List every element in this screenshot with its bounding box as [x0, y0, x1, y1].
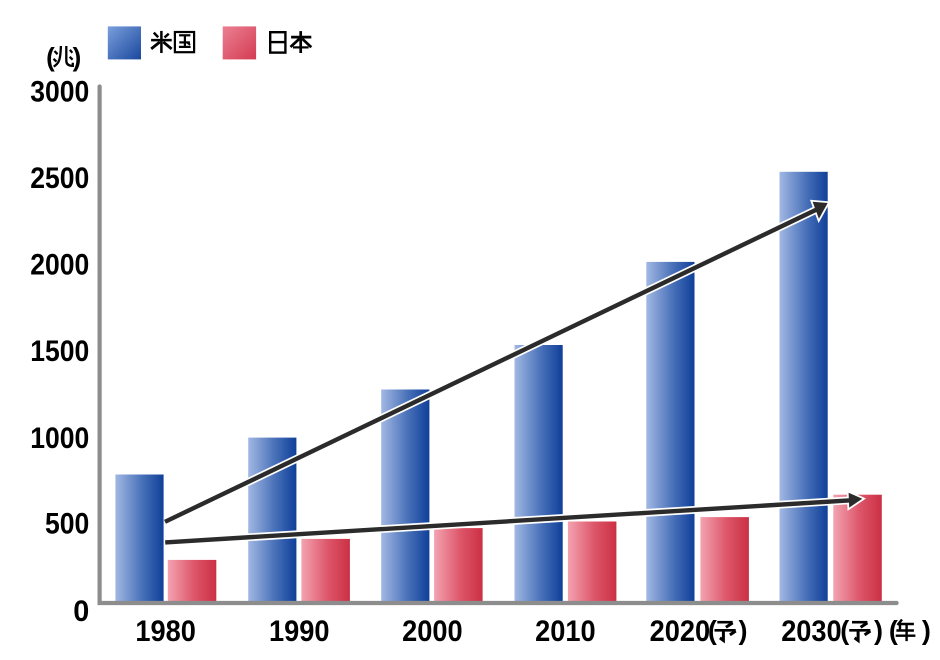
- svg-text:2000: 2000: [402, 615, 463, 648]
- svg-text:(: (: [708, 616, 717, 646]
- svg-text:1990: 1990: [269, 615, 330, 648]
- svg-text:2500: 2500: [30, 162, 89, 195]
- svg-text:(: (: [840, 616, 849, 646]
- svg-text:2030: 2030: [781, 615, 842, 648]
- svg-text:): ): [922, 616, 931, 646]
- svg-text:500: 500: [45, 507, 89, 540]
- svg-text:(: (: [46, 42, 55, 72]
- svg-text:2020: 2020: [650, 615, 711, 648]
- svg-text:2010: 2010: [535, 615, 596, 648]
- svg-text:3000: 3000: [30, 75, 89, 108]
- svg-text:0: 0: [73, 595, 89, 628]
- svg-text:2000: 2000: [30, 249, 89, 282]
- svg-text:): ): [739, 616, 748, 646]
- svg-text:1500: 1500: [30, 335, 89, 368]
- svg-text:): ): [73, 42, 82, 72]
- svg-text:): ): [874, 616, 883, 646]
- svg-text:1000: 1000: [30, 422, 89, 455]
- svg-text:(: (: [889, 616, 898, 646]
- svg-text:1980: 1980: [135, 615, 196, 648]
